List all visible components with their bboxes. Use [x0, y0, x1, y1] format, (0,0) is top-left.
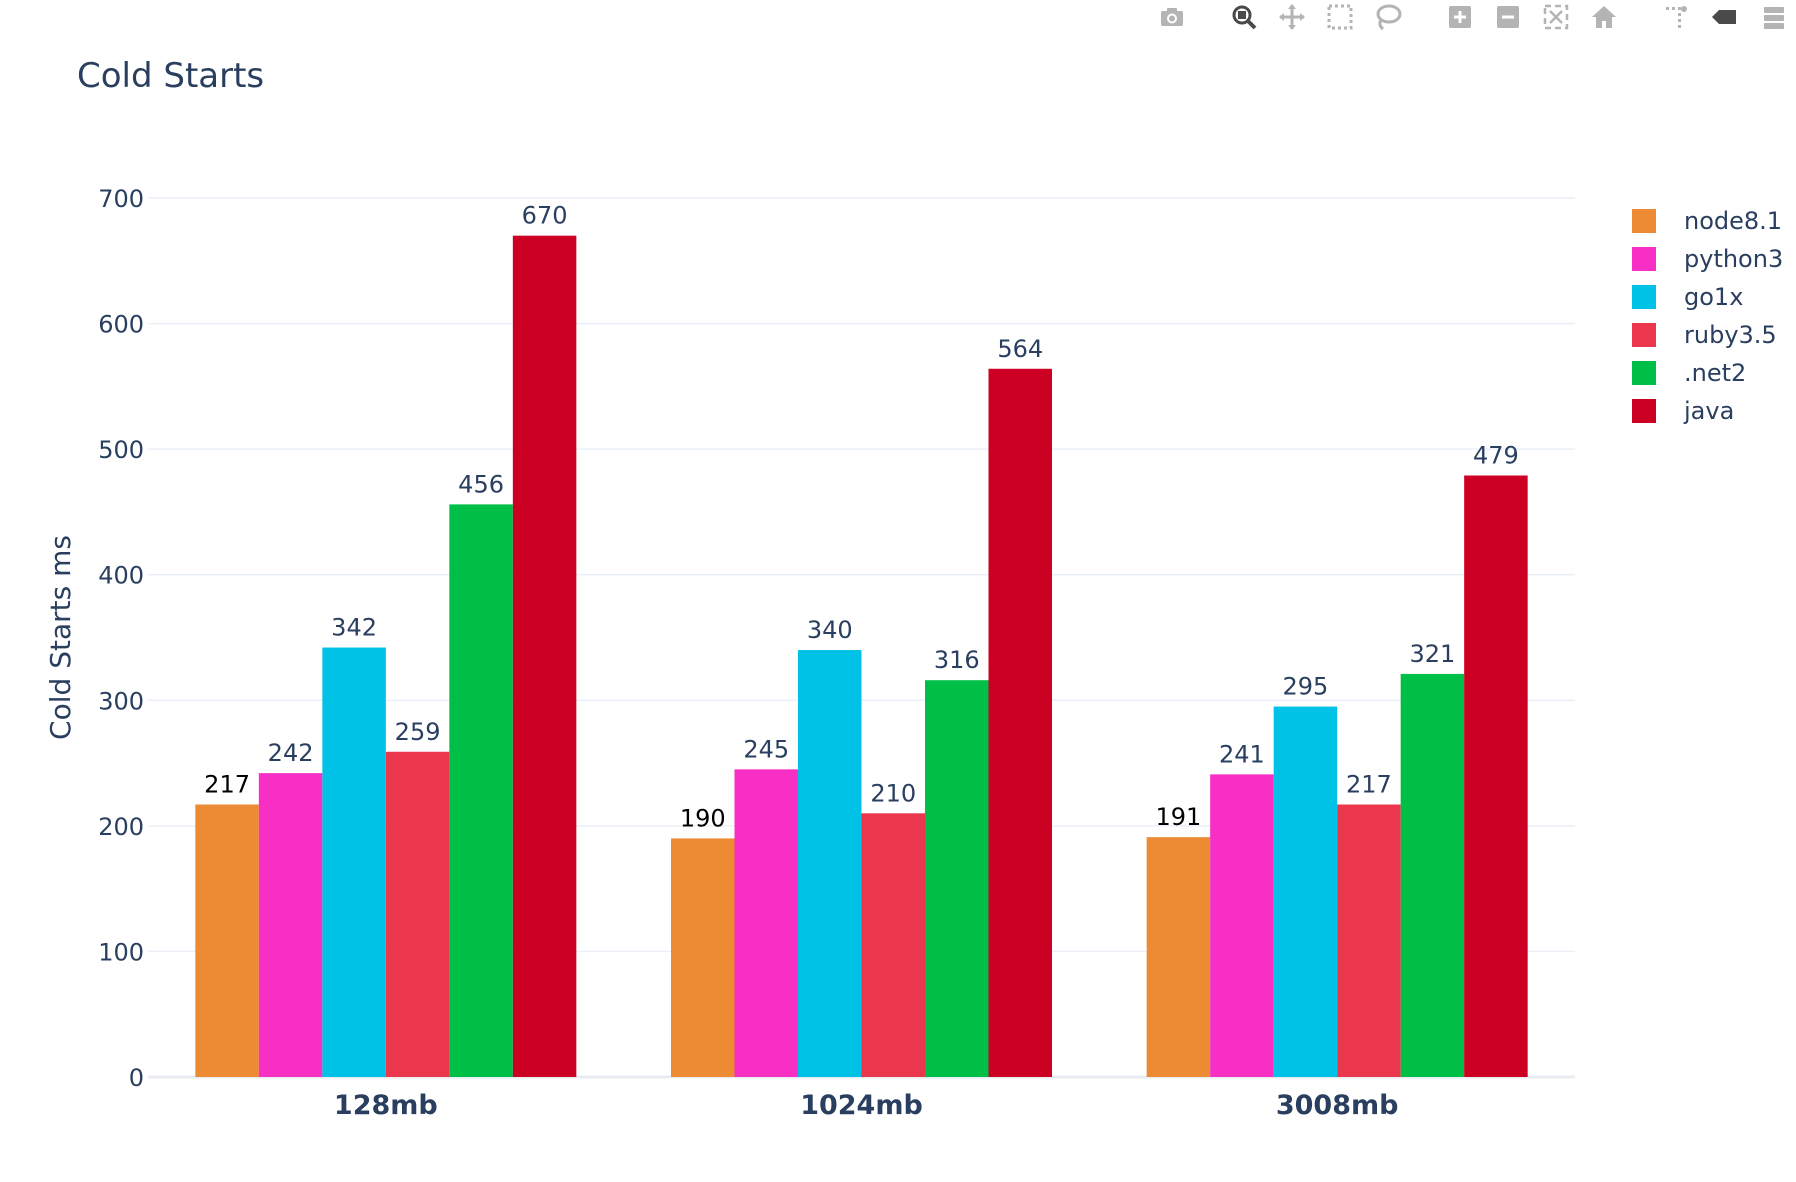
y-tick-label: 300 [98, 687, 144, 715]
bar [798, 650, 862, 1077]
bar [1464, 475, 1528, 1078]
pan-button[interactable] [1276, 1, 1308, 33]
zoom-in-button[interactable] [1444, 1, 1476, 33]
zoom-in-icon [1449, 6, 1471, 28]
modebar [1148, 0, 1796, 34]
pan-icon [1279, 4, 1305, 30]
box-select-icon [1327, 4, 1353, 30]
y-tick-label: 400 [98, 562, 144, 590]
zoom-out-button[interactable] [1492, 1, 1524, 33]
bar [988, 368, 1052, 1078]
bar-data-label: 217 [1346, 771, 1392, 799]
legend-label: node8.1 [1684, 207, 1783, 235]
legend-label: .net2 [1684, 359, 1747, 387]
bar-data-label: 316 [934, 646, 980, 674]
bar [322, 647, 386, 1077]
legend-item[interactable]: .net2 [1632, 354, 1783, 392]
legend-label: go1x [1684, 283, 1744, 311]
bar [1400, 673, 1465, 1077]
legend-item[interactable]: go1x [1632, 278, 1783, 316]
bar-data-label: 342 [331, 614, 377, 642]
zoom-icon [1232, 5, 1257, 30]
bar-data-label: 564 [997, 335, 1043, 363]
bar-data-label: 245 [743, 735, 789, 763]
legend-swatch [1632, 399, 1656, 423]
y-tick-label: 600 [98, 311, 144, 339]
y-axis-title: Cold Starts ms [44, 535, 77, 740]
x-tick-label: 3008mb [1276, 1090, 1399, 1121]
chart-title: Cold Starts [77, 56, 265, 96]
home-icon [1592, 6, 1616, 28]
bar [512, 235, 577, 1077]
lasso-select-button[interactable] [1372, 1, 1404, 33]
bar-data-label: 321 [1410, 640, 1456, 668]
legend-swatch [1632, 285, 1656, 309]
bar [671, 838, 735, 1077]
bar-data-label: 340 [807, 616, 853, 644]
camera-icon [1161, 8, 1183, 26]
legend: node8.1 python3 go1x ruby3.5 .net2 java [1632, 202, 1783, 430]
legend-swatch [1632, 209, 1656, 233]
zoom-button[interactable] [1228, 1, 1260, 33]
bar-data-label: 210 [870, 779, 916, 807]
legend-swatch [1632, 323, 1656, 347]
hover-compare-icon [1764, 7, 1784, 29]
y-tick-label: 200 [98, 813, 144, 841]
bar [861, 813, 925, 1077]
legend-label: python3 [1684, 245, 1784, 273]
y-tick-label: 100 [98, 938, 144, 966]
bar [1210, 774, 1274, 1077]
bar [1337, 804, 1401, 1077]
autoscale-icon [1543, 4, 1569, 30]
bar [1146, 837, 1211, 1077]
legend-label: ruby3.5 [1684, 321, 1777, 349]
legend-item[interactable]: python3 [1632, 240, 1783, 278]
bar-data-label: 479 [1473, 442, 1519, 470]
bar-data-label: 241 [1219, 740, 1265, 768]
legend-label: java [1684, 397, 1735, 425]
bar [195, 804, 259, 1077]
bar-data-label: 190 [680, 804, 726, 832]
bar-data-label: 242 [268, 739, 314, 767]
autoscale-button[interactable] [1540, 1, 1572, 33]
hover-compare-button[interactable] [1756, 1, 1788, 33]
x-tick-label: 128mb [334, 1090, 438, 1121]
bar-data-label: 191 [1156, 803, 1202, 831]
bar-data-label: 670 [522, 202, 568, 230]
x-tick-label: 1024mb [800, 1090, 923, 1121]
spike-lines-button[interactable] [1660, 1, 1692, 33]
hover-closest-icon [1712, 10, 1736, 24]
hover-closest-button[interactable] [1708, 1, 1740, 33]
legend-swatch [1632, 247, 1656, 271]
bar-data-label: 217 [204, 771, 250, 799]
bar [734, 769, 798, 1077]
bar [925, 680, 989, 1077]
y-tick-label: 500 [98, 436, 144, 464]
spike-lines-icon [1666, 6, 1687, 28]
legend-item[interactable]: node8.1 [1632, 202, 1783, 240]
camera-button[interactable] [1156, 1, 1188, 33]
box-select-button[interactable] [1324, 1, 1356, 33]
legend-item[interactable]: java [1632, 392, 1783, 430]
legend-item[interactable]: ruby3.5 [1632, 316, 1783, 354]
bar-data-label: 295 [1283, 673, 1329, 701]
y-tick-label: 0 [129, 1064, 144, 1092]
zoom-out-icon [1497, 6, 1519, 28]
bar [385, 751, 450, 1077]
bar-data-label: 456 [458, 470, 504, 498]
y-tick-label: 700 [98, 185, 144, 213]
lasso-select-icon [1376, 4, 1402, 31]
bar [1273, 706, 1338, 1077]
legend-swatch [1632, 361, 1656, 385]
home-button[interactable] [1588, 1, 1620, 33]
bar-data-label: 259 [395, 718, 441, 746]
bar [449, 504, 513, 1077]
bar [258, 773, 323, 1077]
